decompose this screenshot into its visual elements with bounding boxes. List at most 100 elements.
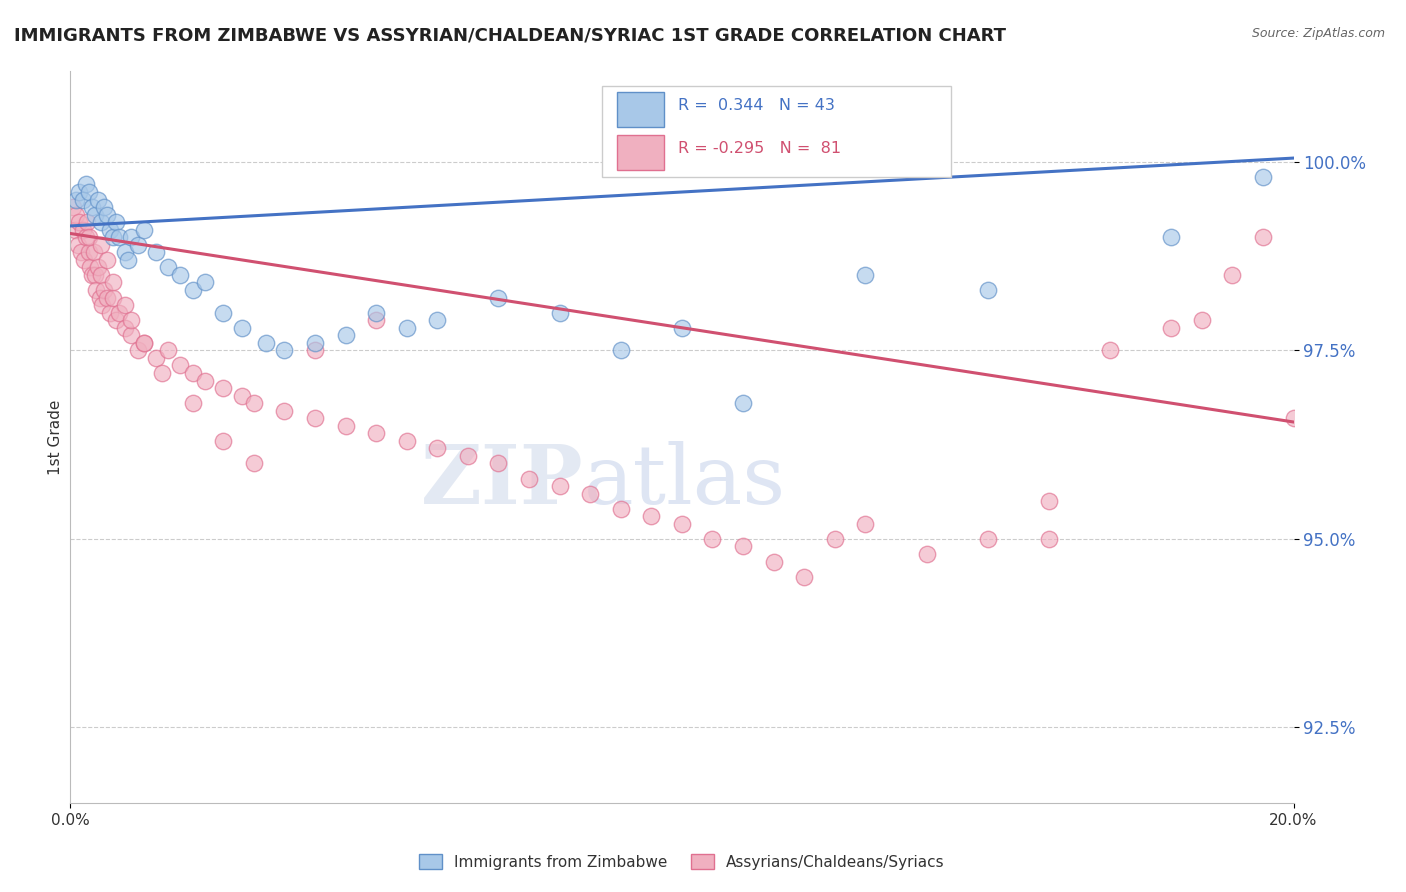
Point [254,335,277,350]
Point [75,230,97,244]
Point [181,396,204,410]
Text: IMMIGRANTS FROM ZIMBABWE VS ASSYRIAN/CHALDEAN/SYRIAC 1ST GRADE CORRELATION CHART: IMMIGRANTS FROM ZIMBABWE VS ASSYRIAN/CHA… [14,27,1007,45]
Point [90,215,112,229]
Point [84,283,107,297]
Point [335,328,357,343]
Text: ZIP: ZIP [422,441,583,521]
Point [87,260,110,275]
Point [488,457,510,471]
Point [1282,411,1305,425]
Text: Source: ZipAtlas.com: Source: ZipAtlas.com [1251,27,1385,40]
Point [231,320,253,334]
Point [101,291,124,305]
Point [63,223,86,237]
Point [366,313,388,327]
Point [105,215,128,229]
Text: R =  0.344   N = 43: R = 0.344 N = 43 [678,98,835,112]
Point [127,237,149,252]
Point [762,554,785,568]
Point [66,237,89,252]
Point [243,396,266,410]
Text: R = -0.295   N =  81: R = -0.295 N = 81 [678,141,841,156]
Point [114,298,136,312]
Point [517,471,540,485]
Y-axis label: 1st Grade: 1st Grade [48,400,63,475]
Point [304,343,326,358]
Point [824,532,846,546]
Point [212,306,235,320]
Point [87,193,110,207]
FancyBboxPatch shape [617,92,664,128]
Point [671,320,693,334]
Point [96,252,118,267]
Point [96,291,118,305]
Point [132,335,155,350]
Point [77,230,100,244]
Point [98,306,121,320]
Point [671,516,693,531]
Point [426,313,449,327]
Point [69,215,91,229]
Point [98,223,121,237]
Point [96,208,118,222]
Point [640,509,662,524]
Point [69,185,91,199]
Point [1251,169,1274,184]
Point [108,230,131,244]
Point [80,200,103,214]
Point [72,193,94,207]
Point [610,343,633,358]
Text: atlas: atlas [583,441,786,521]
Point [101,230,124,244]
Point [1220,268,1243,282]
Point [488,291,510,305]
Point [1191,313,1213,327]
Point [366,306,388,320]
Point [121,313,143,327]
Point [548,479,571,493]
Point [579,486,602,500]
Point [426,442,449,456]
Point [72,223,94,237]
Point [304,335,326,350]
Point [976,283,998,297]
Point [976,532,998,546]
Point [145,351,167,365]
Point [1160,230,1182,244]
Point [194,374,217,388]
Point [150,366,173,380]
Point [395,434,418,448]
Point [366,426,388,441]
Point [145,245,167,260]
Point [132,335,155,350]
Point [212,381,235,395]
Point [114,245,136,260]
Point [76,215,98,229]
Point [83,208,105,222]
FancyBboxPatch shape [617,135,664,170]
Point [169,359,191,373]
Point [93,200,115,214]
Point [457,449,479,463]
Point [855,516,877,531]
Point [1099,343,1122,358]
Point [157,260,180,275]
Point [114,320,136,334]
Point [304,411,326,425]
Point [181,283,204,297]
Point [273,343,295,358]
Point [121,230,143,244]
Point [65,193,87,207]
Point [90,268,112,282]
Point [73,252,96,267]
Point [127,343,149,358]
Point [169,268,191,282]
Point [157,343,180,358]
Point [231,389,253,403]
Point [105,313,128,327]
Point [855,268,877,282]
Point [1038,494,1060,508]
Point [1251,230,1274,244]
Point [91,298,114,312]
Point [83,268,105,282]
